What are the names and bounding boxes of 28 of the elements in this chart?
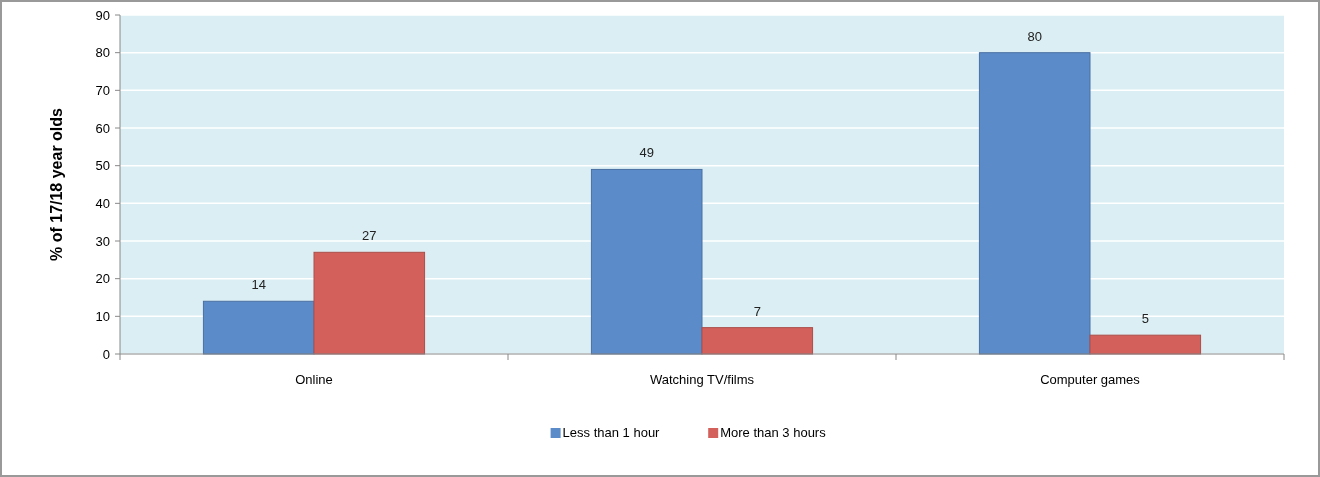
y-tick-label: 20 bbox=[95, 271, 110, 287]
x-tick-label: Computer games bbox=[1040, 372, 1141, 387]
bar bbox=[701, 327, 814, 355]
data-label: 5 bbox=[1141, 311, 1149, 327]
legend-label: Less than 1 hour bbox=[562, 425, 661, 440]
bar bbox=[978, 52, 1091, 355]
y-tick-label: 60 bbox=[95, 120, 110, 136]
y-tick-label: 50 bbox=[95, 158, 110, 174]
data-label: 80 bbox=[1027, 28, 1042, 44]
data-label: 49 bbox=[639, 145, 654, 161]
data-label: 14 bbox=[251, 277, 266, 293]
legend-label: More than 3 hours bbox=[720, 425, 827, 440]
y-tick-label: 90 bbox=[95, 7, 110, 23]
y-tick-label: 0 bbox=[102, 346, 110, 362]
bar bbox=[1089, 334, 1202, 355]
x-tick-label: Watching TV/films bbox=[649, 372, 755, 387]
y-tick-label: 80 bbox=[95, 45, 110, 61]
y-axis-title: % of 17/18 year olds bbox=[48, 107, 65, 261]
bar bbox=[313, 251, 426, 355]
data-label: 7 bbox=[753, 303, 761, 319]
y-tick-label: 40 bbox=[95, 195, 110, 211]
bar bbox=[590, 168, 703, 355]
x-tick-label: Online bbox=[295, 372, 333, 387]
bar bbox=[202, 300, 315, 355]
data-label: 27 bbox=[362, 228, 377, 244]
y-tick-label: 10 bbox=[95, 308, 110, 324]
y-tick-label: 30 bbox=[95, 233, 110, 249]
y-tick-label: 70 bbox=[95, 82, 110, 98]
